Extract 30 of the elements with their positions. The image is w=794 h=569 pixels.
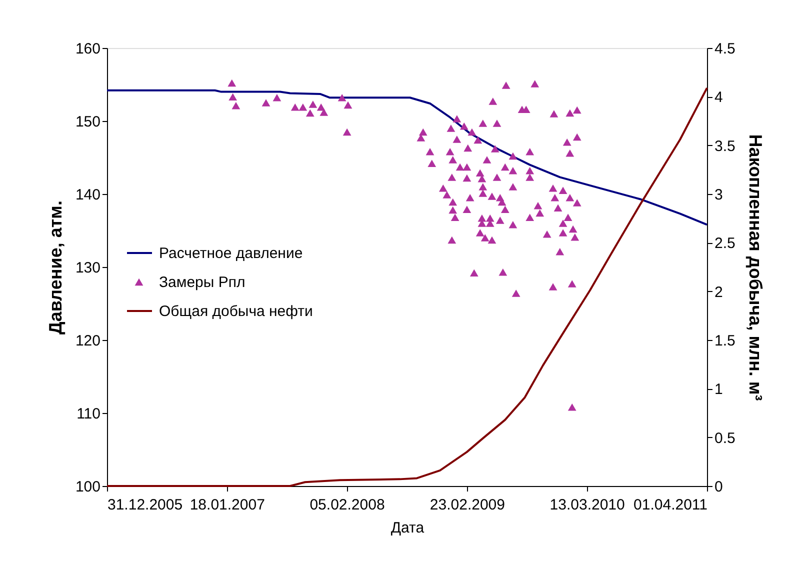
y-tick-label: 150 [75,114,100,130]
x-tick-label: 05.02.2008 [310,496,385,514]
x-tick-label: 13.03.2010 [550,496,625,514]
y-tick-label: 120 [75,332,100,350]
legend-label: Расчетное давление [159,245,303,262]
y2-tick-label: 3 [714,186,723,204]
x-axis-title: Дата [390,520,425,536]
y-tick-label: 160 [75,40,100,58]
y-tick-label: 130 [75,260,100,276]
y2-tick-label: 1.5 [714,332,736,350]
y2-axis-title: Накопленная добыча, млн. м³ [745,134,766,401]
y2-tick-label: 3.5 [714,138,736,155]
y-tick-label: 110 [76,406,100,422]
x-tick-label: 31.12.2005 [108,496,183,514]
y2-tick-label: 2 [714,284,723,301]
y2-tick-label: 0 [714,478,723,496]
y2-tick-label: 0.5 [714,430,736,447]
x-tick-label: 18.01.2007 [190,496,265,514]
line-series [106,89,708,226]
x-tick-label: 01.04.2011 [634,496,708,514]
y2-tick-label: 1 [714,381,723,398]
y-axis-title: Давление, атм. [45,200,66,334]
y2-tick-label: 2.5 [714,235,736,252]
y2-tick-label: 4.5 [714,40,736,58]
y2-tick-label: 4 [714,89,723,106]
legend-label: Общая добыча нефти [159,303,313,320]
x-tick-label: 23.02.2009 [430,496,505,514]
y-tick-label: 140 [75,186,100,204]
legend-label: Замеры Рпл [159,274,246,291]
y-tick-label: 100 [75,478,100,496]
